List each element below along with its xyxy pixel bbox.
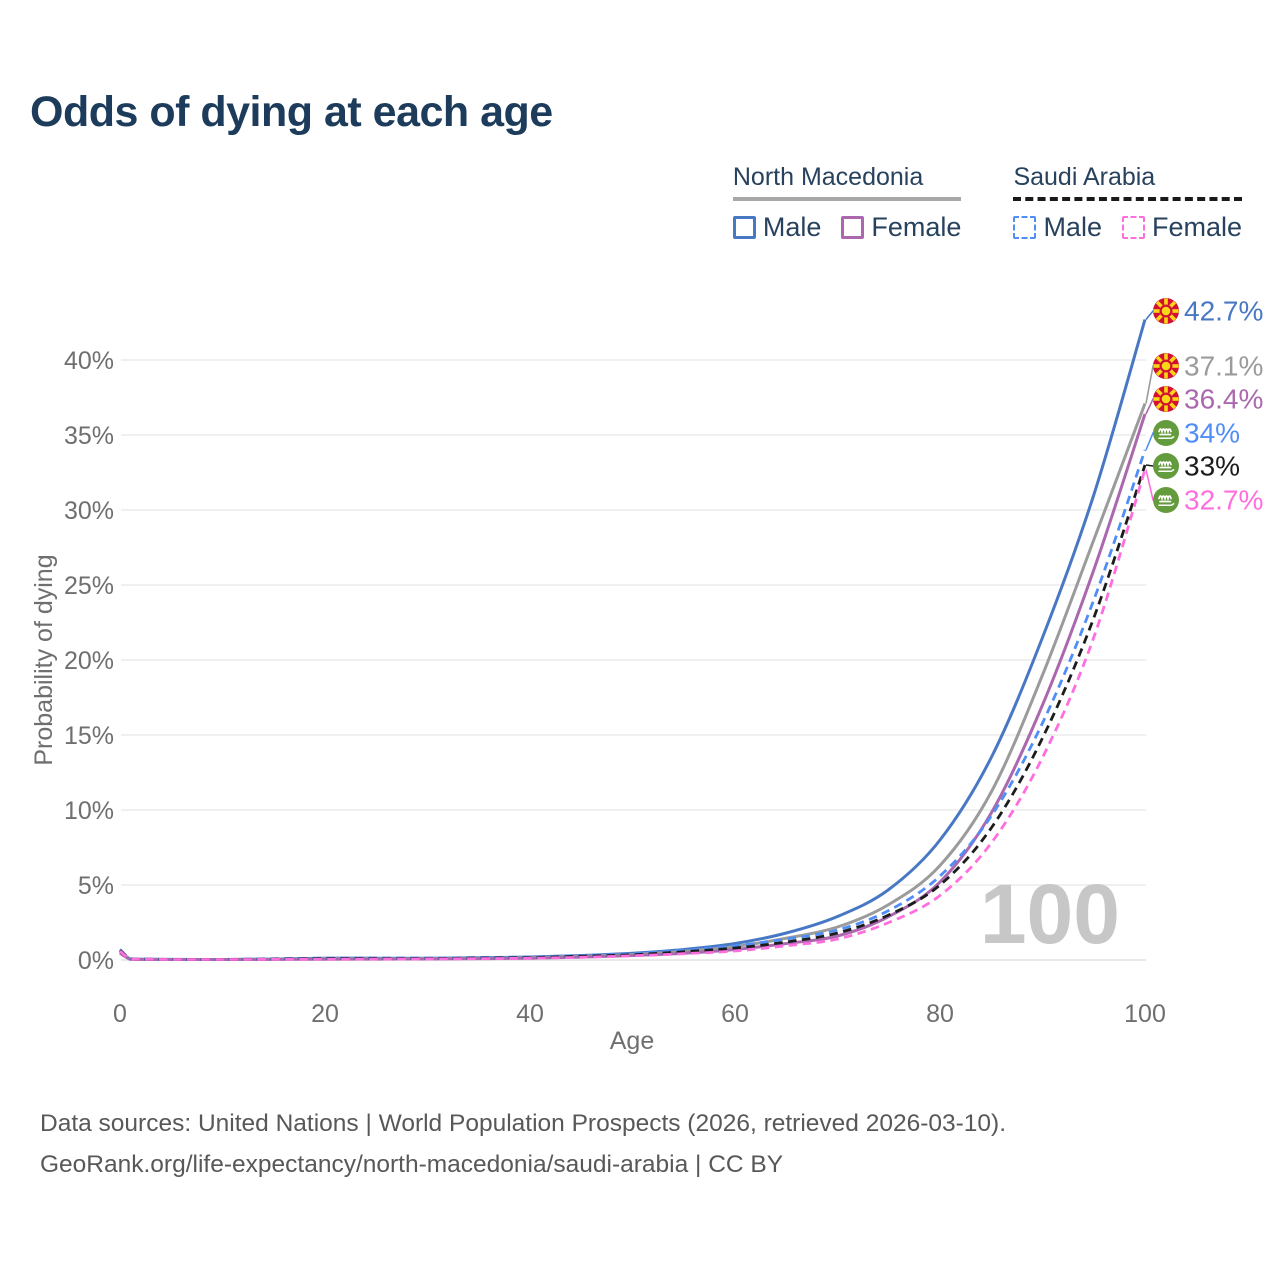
footer: Data sources: United Nations | World Pop… <box>40 1103 1006 1185</box>
north-macedonia-flag-icon <box>1153 298 1179 324</box>
footer-data-sources: Data sources: United Nations | World Pop… <box>40 1110 1007 1137</box>
legend-items-north-macedonia: Male Female <box>732 212 961 243</box>
series-end-value-label: 33% <box>1184 451 1240 482</box>
y-tick-label: 35% <box>64 422 114 450</box>
series-end-value-label: 42.7% <box>1184 296 1263 327</box>
y-tick-label: 10% <box>64 797 114 825</box>
page-title: Odds of dying at each age <box>30 88 553 136</box>
footer-attribution: GeoRank.org/life-expectancy/north-macedo… <box>40 1151 784 1178</box>
series-end-value-label: 32.7% <box>1184 485 1263 516</box>
legend-country-north-macedonia[interactable]: North Macedonia <box>732 163 962 201</box>
legend-item-sa-male[interactable]: Male <box>1013 212 1102 243</box>
nm-female-checkbox[interactable] <box>841 216 865 239</box>
saudi-arabia-flag-icon <box>1153 453 1179 479</box>
y-axis-title: Probability of dying <box>30 554 58 766</box>
x-tick-label: 100 <box>1124 1000 1166 1028</box>
y-tick-label: 40% <box>64 347 114 375</box>
x-axis-title: Age <box>609 1027 655 1055</box>
y-tick-label: 20% <box>64 647 114 675</box>
legend-item-nm-female[interactable]: Female <box>841 212 961 243</box>
saudi-arabia-flag-icon <box>1153 420 1179 446</box>
x-tick-label: 80 <box>926 1000 954 1028</box>
watermark-age-100: 100 <box>980 867 1120 961</box>
sa-male-label: Male <box>1043 212 1102 242</box>
series-line <box>119 319 1147 961</box>
series-line <box>119 469 1147 961</box>
x-tick-label: 40 <box>516 1000 544 1028</box>
nm-male-label: Male <box>762 212 822 242</box>
series-end-value-label: 34% <box>1184 418 1240 449</box>
nm-male-checkbox[interactable] <box>732 216 756 239</box>
legend-group-saudi-arabia: Saudi Arabia Male Female <box>1013 163 1242 243</box>
north-macedonia-flag-icon <box>1153 353 1179 379</box>
y-tick-label: 5% <box>78 872 114 900</box>
x-tick-label: 20 <box>311 1000 339 1028</box>
y-tick-label: 30% <box>64 497 114 525</box>
legend-item-nm-male[interactable]: Male <box>732 212 822 243</box>
y-tick-label: 0% <box>78 947 114 975</box>
north-macedonia-flag-icon <box>1153 386 1179 412</box>
legend-group-north-macedonia: North Macedonia Male Female <box>732 163 962 243</box>
y-tick-label: 15% <box>64 722 114 750</box>
legend: North Macedonia Male Female Saudi Arabia… <box>732 163 1242 243</box>
saudi-arabia-flag-icon <box>1153 487 1179 513</box>
x-tick-label: 60 <box>721 1000 749 1028</box>
sa-female-checkbox[interactable] <box>1121 216 1145 239</box>
legend-country-saudi-arabia[interactable]: Saudi Arabia <box>1013 163 1242 201</box>
nm-female-label: Female <box>871 212 962 242</box>
legend-item-sa-female[interactable]: Female <box>1121 212 1242 243</box>
x-tick-label: 0 <box>113 1000 127 1028</box>
legend-items-saudi-arabia: Male Female <box>1013 212 1242 243</box>
series-end-value-label: 37.1% <box>1184 351 1263 382</box>
sa-male-checkbox[interactable] <box>1013 216 1037 239</box>
y-tick-label: 25% <box>64 572 114 600</box>
series-end-value-label: 36.4% <box>1184 384 1263 415</box>
sa-female-label: Female <box>1151 212 1242 242</box>
